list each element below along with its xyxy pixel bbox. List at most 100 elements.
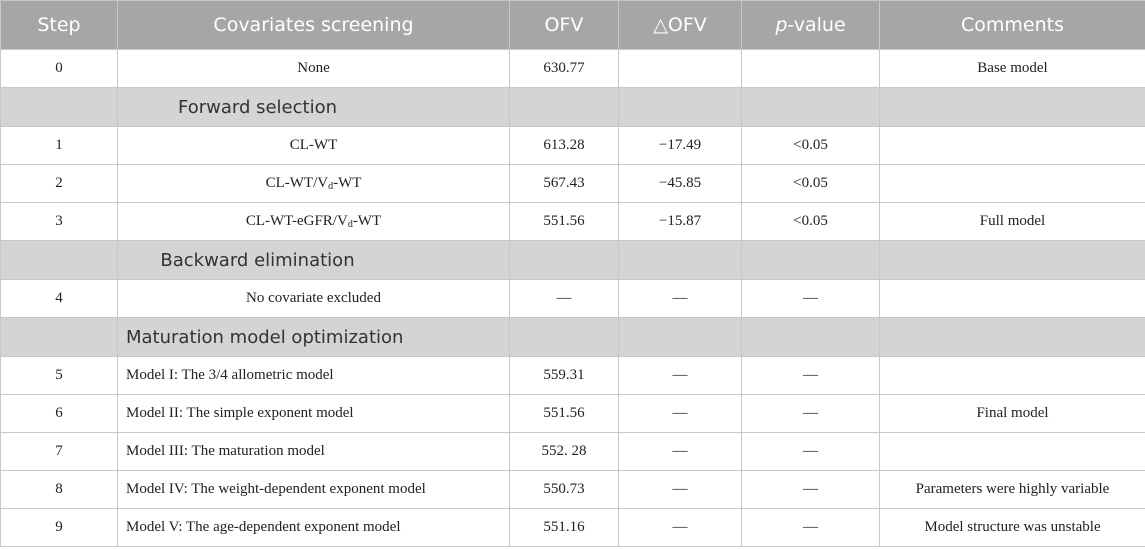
- comment-cell: Final model: [879, 394, 1145, 433]
- section-dofv-cell: [618, 240, 742, 280]
- table-row: 6 Model II: The simple exponent model 551.…: [0, 394, 1145, 433]
- comment-cell: Full model: [879, 202, 1145, 241]
- delta-ofv-cell: —: [618, 279, 742, 318]
- step-cell: 3: [0, 202, 118, 241]
- p-value-cell: —: [741, 432, 880, 471]
- p-value-cell: —: [741, 279, 880, 318]
- section-step-cell: [0, 87, 118, 127]
- delta-ofv-cell: —: [618, 432, 742, 471]
- p-value-cell: —: [741, 394, 880, 433]
- covariate-cell: CL-WT-eGFR/Vd-WT: [117, 202, 510, 241]
- delta-ofv-cell: −17.49: [618, 126, 742, 165]
- covariate-text-suffix: -WT: [333, 175, 362, 191]
- ofv-cell: 552. 28: [509, 432, 619, 471]
- header-covariates: Covariates screening: [117, 0, 510, 50]
- comment-cell: Base model: [879, 49, 1145, 88]
- table-row: 9 Model V: The age-dependent exponent mod…: [0, 508, 1145, 547]
- section-title: Forward selection: [117, 87, 510, 127]
- step-cell: 7: [0, 432, 118, 471]
- table-row: 7 Model III: The maturation model 552. 28—…: [0, 432, 1145, 471]
- p-value-cell: <0.05: [741, 202, 880, 241]
- covariate-cell: Model II: The simple exponent model: [117, 394, 510, 433]
- section-title: Maturation model optimization: [117, 317, 510, 357]
- step-cell: 6: [0, 394, 118, 433]
- section-p-cell: [741, 317, 880, 357]
- section-dofv-cell: [618, 87, 742, 127]
- covariate-cell: Model IV: The weight-dependent exponent …: [117, 470, 510, 509]
- ofv-cell: —: [509, 279, 619, 318]
- ofv-cell: 551.16: [509, 508, 619, 547]
- covariate-text-suffix: -WT: [352, 213, 382, 229]
- header-p-rest: -value: [787, 14, 846, 36]
- section-row: Backward elimination: [0, 240, 1145, 280]
- step-cell: 8: [0, 470, 118, 509]
- delta-ofv-cell: −15.87: [618, 202, 742, 241]
- delta-ofv-cell: —: [618, 394, 742, 433]
- covariate-cell: Model I: The 3/4 allometric model: [117, 356, 510, 395]
- step-cell: 1: [0, 126, 118, 165]
- ofv-cell: 551.56: [509, 202, 619, 241]
- table-body: 0 None 630.77 Base model Forward selection 1 C…: [0, 49, 1145, 547]
- comment-cell: Parameters were highly variable: [879, 470, 1145, 509]
- section-p-cell: [741, 240, 880, 280]
- p-value-cell: <0.05: [741, 164, 880, 203]
- header-step: Step: [0, 0, 118, 50]
- header-p-value: p-value: [741, 0, 880, 50]
- header-ofv: OFV: [509, 0, 619, 50]
- ofv-cell: 630.77: [509, 49, 619, 88]
- comment-cell: [879, 164, 1145, 203]
- delta-ofv-cell: −45.85: [618, 164, 742, 203]
- section-dofv-cell: [618, 317, 742, 357]
- covariate-cell: No covariate excluded: [117, 279, 510, 318]
- covariate-cell: CL-WT/Vd-WT: [117, 164, 510, 203]
- section-step-cell: [0, 317, 118, 357]
- covariate-cell: Model V: The age-dependent exponent mode…: [117, 508, 510, 547]
- p-value-cell: —: [741, 470, 880, 509]
- p-value-cell: <0.05: [741, 126, 880, 165]
- covariate-cell: Model III: The maturation model: [117, 432, 510, 471]
- delta-ofv-cell: —: [618, 508, 742, 547]
- p-value-cell: —: [741, 508, 880, 547]
- section-row: Maturation model optimization: [0, 317, 1145, 357]
- covariate-subscript: d: [328, 181, 334, 192]
- table-row: 4 No covariate excluded — — —: [0, 279, 1145, 318]
- header-p-italic: p: [775, 14, 788, 36]
- step-cell: 2: [0, 164, 118, 203]
- section-ofv-cell: [509, 240, 619, 280]
- section-comment-cell: [879, 317, 1145, 357]
- header-row: Step Covariates screening OFV △OFV p-val…: [0, 0, 1145, 50]
- table-row: 2 CL-WT/Vd-WT 567.43 −45.85 <0.05: [0, 164, 1145, 203]
- table-row: 3 CL-WT-eGFR/Vd-WT 551.56 −15.87 <0.05 Full m…: [0, 202, 1145, 241]
- table-row: 1 CL-WT 613.28 −17.49 <0.05: [0, 126, 1145, 165]
- covariate-cell: CL-WT: [117, 126, 510, 165]
- table-row: 8 Model IV: The weight-dependent exponent…: [0, 470, 1145, 509]
- covariate-text: CL-WT/V: [265, 175, 329, 191]
- comment-cell: Model structure was unstable: [879, 508, 1145, 547]
- covariate-cell: None: [117, 49, 510, 88]
- step-cell: 4: [0, 279, 118, 318]
- covariate-subscript: d: [347, 219, 353, 230]
- ofv-cell: 567.43: [509, 164, 619, 203]
- covariate-text: CL-WT-eGFR/V: [245, 213, 348, 229]
- section-ofv-cell: [509, 317, 619, 357]
- header-delta-ofv: △OFV: [618, 0, 742, 50]
- step-cell: 0: [0, 49, 118, 88]
- section-row: Forward selection: [0, 87, 1145, 127]
- p-value-cell: —: [741, 356, 880, 395]
- section-ofv-cell: [509, 87, 619, 127]
- ofv-cell: 613.28: [509, 126, 619, 165]
- ofv-cell: 559.31: [509, 356, 619, 395]
- header-comments: Comments: [879, 0, 1145, 50]
- table-row: 0 None 630.77 Base model: [0, 49, 1145, 88]
- comment-cell: [879, 432, 1145, 471]
- section-step-cell: [0, 240, 118, 280]
- p-value-cell: [741, 49, 880, 88]
- section-title: Backward elimination: [117, 240, 510, 280]
- section-p-cell: [741, 87, 880, 127]
- delta-ofv-cell: —: [618, 470, 742, 509]
- ofv-cell: 550.73: [509, 470, 619, 509]
- section-comment-cell: [879, 240, 1145, 280]
- table-row: 5 Model I: The 3/4 allometric model 559.31…: [0, 356, 1145, 395]
- comment-cell: [879, 279, 1145, 318]
